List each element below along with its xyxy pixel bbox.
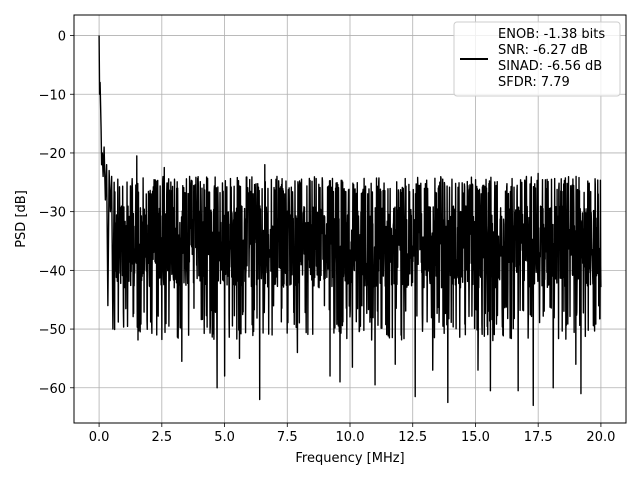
x-tick-label: 7.5 xyxy=(277,430,298,445)
legend-entry-line: SFDR: 7.79 xyxy=(498,75,570,90)
legend-entry-line: SINAD: -6.56 dB xyxy=(498,59,602,74)
y-tick-label: −30 xyxy=(39,206,66,221)
legend-box xyxy=(453,21,621,97)
y-tick-label: −50 xyxy=(39,323,66,338)
x-tick-label: 10.0 xyxy=(336,430,365,445)
y-tick-label: 0 xyxy=(58,30,66,45)
x-tick-label: 12.5 xyxy=(398,430,427,445)
y-tick-label: −20 xyxy=(39,147,66,162)
x-tick-label: 5.0 xyxy=(214,430,235,445)
x-tick-label: 15.0 xyxy=(461,430,490,445)
data-layer xyxy=(98,35,602,407)
y-tick-label: −60 xyxy=(39,382,66,397)
psd-series-line xyxy=(98,35,602,407)
x-tick-label: 17.5 xyxy=(524,430,553,445)
legend-entry-line: ENOB: -1.38 bits xyxy=(498,27,605,42)
y-tick-label: −40 xyxy=(39,264,66,279)
x-tick-label: 0.0 xyxy=(89,430,110,445)
x-axis-label: Frequency [MHz] xyxy=(295,451,404,466)
legend-entry-line: SNR: -6.27 dB xyxy=(498,43,588,58)
tick-layer: 0.0 2.5 5.0 7.5 10.0 12.5 15.0 17.5 20.0 0 −10 −20 −… xyxy=(39,30,616,445)
x-tick-label: 20.0 xyxy=(586,430,615,445)
y-tick-label: −10 xyxy=(39,88,66,103)
x-tick-label: 2.5 xyxy=(151,430,172,445)
y-axis-label: PSD [dB] xyxy=(14,190,29,248)
